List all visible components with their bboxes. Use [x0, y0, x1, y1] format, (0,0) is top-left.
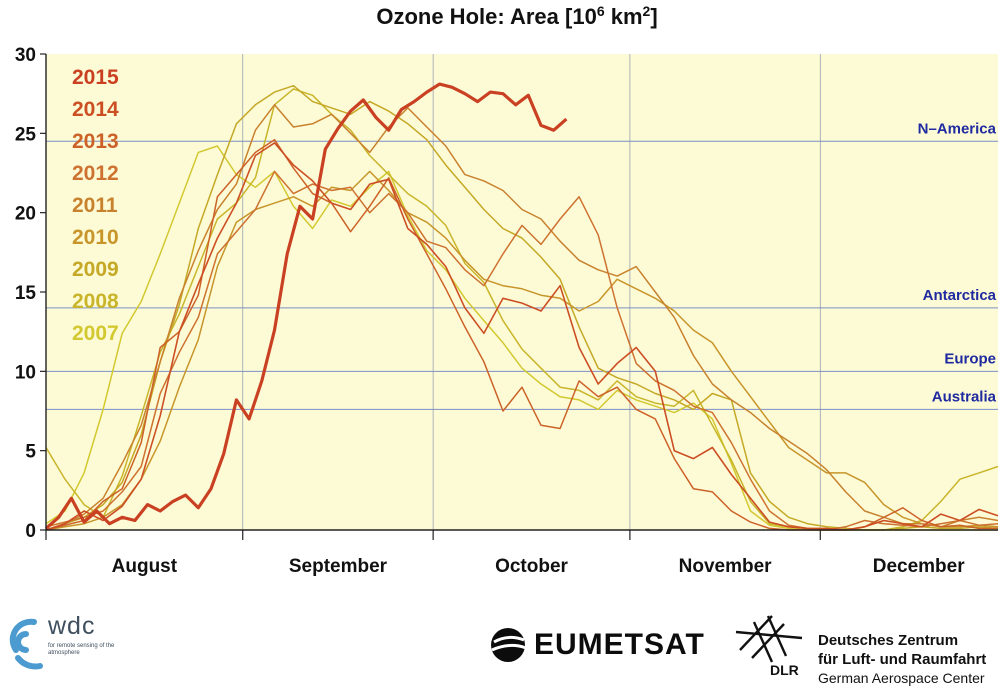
- series-line-2011: [45, 104, 999, 531]
- y-tick-label: 0: [25, 521, 36, 542]
- series-line-2015: [44, 82, 568, 530]
- y-tick-label: 15: [15, 283, 37, 304]
- eumetsat-name: EUMETSAT: [534, 628, 705, 661]
- y-tick-label: 30: [15, 45, 36, 66]
- x-tick-label: November: [679, 556, 773, 577]
- series-line-2010: [45, 170, 999, 531]
- x-tick-label: September: [289, 556, 388, 577]
- x-tick-label: August: [112, 556, 178, 577]
- plot-background: [46, 54, 998, 530]
- wdc-name: wdc: [48, 612, 96, 640]
- wdc-swirl-icon: [9, 618, 43, 670]
- legend-entry: 2007: [72, 322, 119, 345]
- legend-entry: 2014: [72, 98, 119, 121]
- x-tick-label: December: [873, 556, 965, 577]
- legend-entry: 2010: [72, 226, 119, 249]
- wdc-logo: wdc for remote sensing of the atmosphere: [4, 612, 124, 672]
- legend-entry: 2011: [72, 194, 118, 217]
- y-tick-label: 20: [15, 204, 36, 225]
- eumetsat-logo: EUMETSAT: [488, 622, 708, 672]
- dlr-logo: DLR Deutsches Zentrum für Luft- und Raum…: [732, 610, 1000, 690]
- reference-line-label: Australia: [932, 388, 997, 405]
- dlr-abbreviation: DLR: [770, 662, 799, 678]
- dlr-name-line3: German Aerospace Center: [818, 670, 985, 686]
- chart-title-mid: km: [605, 4, 643, 29]
- x-tick-label: October: [495, 556, 568, 577]
- y-tick-label: 5: [25, 442, 36, 463]
- chart-title-sup2: 2: [643, 3, 651, 19]
- legend-entry: 2009: [72, 258, 119, 281]
- wdc-subtitle: for remote sensing of the atmosphere: [48, 643, 115, 656]
- legend-entry: 2015: [72, 66, 119, 89]
- series-line-2012: [45, 170, 999, 531]
- reference-line-label: Antarctica: [923, 287, 997, 304]
- chart-title: Ozone Hole: Area [106 km2]: [376, 3, 657, 29]
- legend-entry: 2012: [72, 162, 119, 185]
- y-tick-label: 25: [15, 124, 37, 145]
- dlr-name-line2: für Luft- und Raumfahrt: [818, 651, 987, 668]
- chart-title-sup: 6: [597, 3, 605, 19]
- chart-title-end: ]: [650, 4, 657, 29]
- ozone-hole-chart: Ozone Hole: Area [106 km2] N–America Anta…: [15, 3, 999, 577]
- dlr-name-line1: Deutsches Zentrum: [818, 632, 959, 649]
- legend-entry: 2013: [72, 130, 119, 153]
- eumetsat-globe-icon: [491, 628, 527, 662]
- dlr-emblem-icon: [735, 615, 803, 663]
- chart-title-main: Ozone Hole: Area [10: [376, 4, 596, 29]
- reference-line-label: Europe: [944, 350, 996, 367]
- reference-line-label: N–America: [918, 120, 997, 137]
- legend-entry: 2008: [72, 290, 119, 313]
- y-tick-label: 10: [15, 362, 36, 383]
